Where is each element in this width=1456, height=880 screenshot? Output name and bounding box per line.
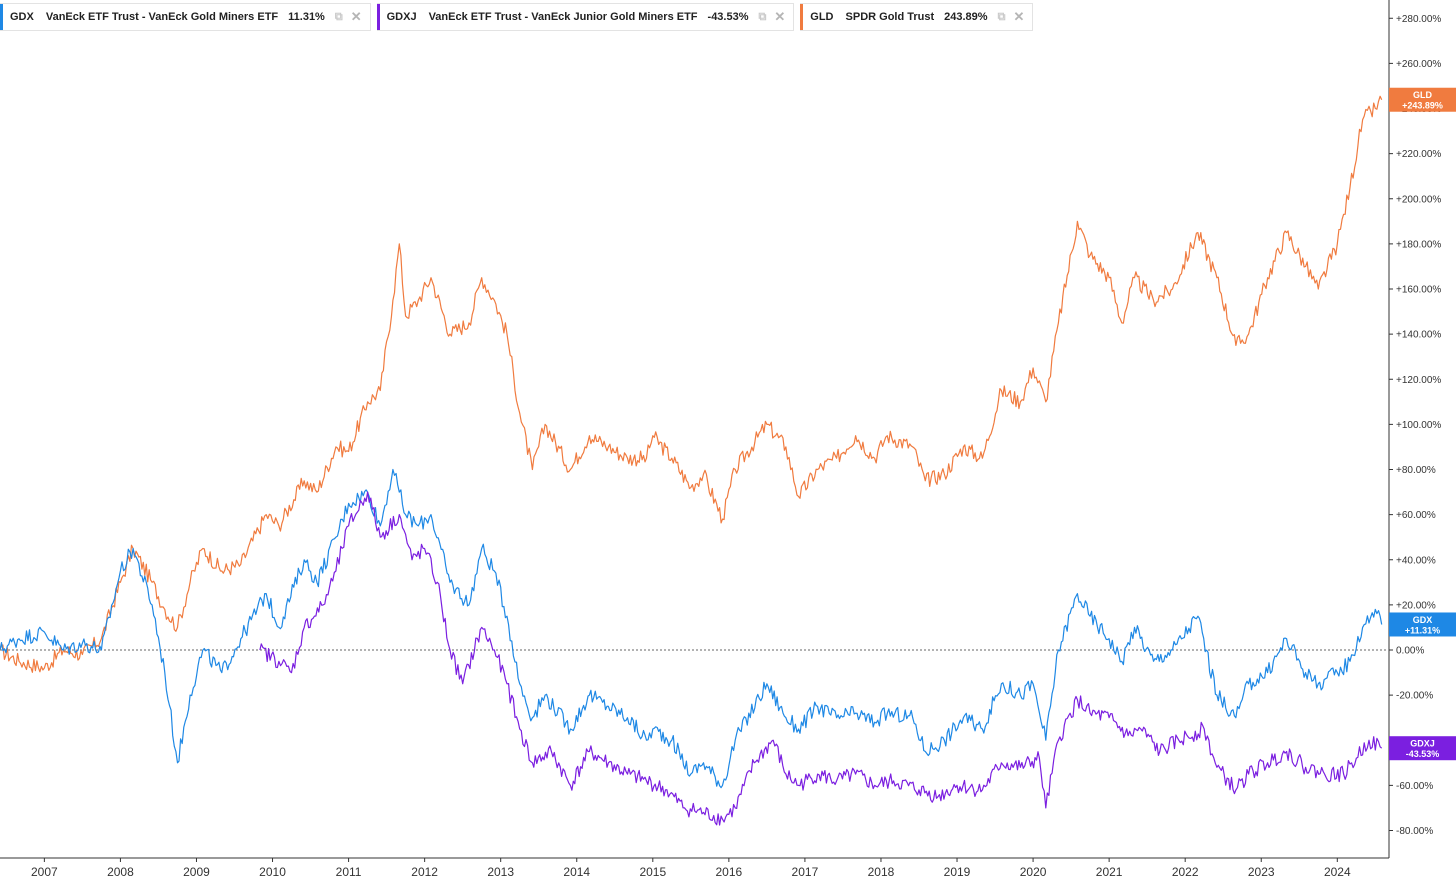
legend-name: VanEck ETF Trust - VanEck Junior Gold Mi…	[428, 11, 698, 23]
legend-name: VanEck ETF Trust - VanEck Gold Miners ET…	[45, 11, 279, 23]
y-tick-label: +160.00%	[1396, 285, 1441, 296]
x-tick-label: 2024	[1324, 865, 1351, 879]
end-label-value: +243.89%	[1402, 101, 1443, 111]
end-label-symbol: GLD	[1413, 90, 1432, 100]
legend-swatch	[800, 4, 804, 30]
y-tick-label: +140.00%	[1396, 330, 1441, 341]
settings-icon[interactable]: ⧉	[334, 10, 343, 23]
x-tick-label: 2021	[1096, 865, 1123, 879]
plot-area	[0, 95, 1388, 826]
y-tick-label: +120.00%	[1396, 375, 1441, 386]
end-label-symbol: GDX	[1413, 615, 1433, 625]
end-label-background	[1389, 736, 1456, 761]
legend-swatch	[376, 4, 380, 30]
x-tick-label: 2023	[1248, 865, 1275, 879]
y-tick-label: +180.00%	[1396, 239, 1441, 250]
x-tick-label: 2017	[792, 865, 819, 879]
y-tick-label: +60.00%	[1396, 510, 1436, 521]
x-tick-label: 2020	[1020, 865, 1047, 879]
x-tick-label: 2015	[639, 865, 666, 879]
y-tick-label: -60.00%	[1396, 781, 1433, 792]
close-icon[interactable]: ✕	[774, 9, 786, 24]
y-tick-label: +200.00%	[1396, 194, 1441, 205]
series-line-gdxj	[259, 491, 1383, 826]
end-label-value: +11.31%	[1405, 625, 1440, 635]
legend-item-gld[interactable]: GLD SPDR Gold Trust 243.89% ⧉ ✕	[800, 3, 1034, 31]
end-label-value: -43.53%	[1406, 749, 1440, 759]
legend-symbol: GLD	[810, 11, 834, 23]
x-tick-label: 2011	[336, 865, 362, 879]
legend-item-gdxj[interactable]: GDXJ VanEck ETF Trust - VanEck Junior Gol…	[376, 3, 795, 31]
y-tick-label: +220.00%	[1396, 149, 1441, 160]
y-tick-label: 0.00%	[1396, 646, 1424, 657]
y-tick-label: -20.00%	[1396, 691, 1433, 702]
series-line-gdx	[0, 468, 1383, 789]
chart-legend: GDX VanEck ETF Trust - VanEck Gold Miners…	[0, 3, 1034, 31]
y-axis: +280.00%+260.00%+240.00%+220.00%+200.00%…	[1388, 0, 1441, 858]
legend-symbol: GDXJ	[386, 11, 417, 23]
close-icon[interactable]: ✕	[350, 9, 362, 24]
series-end-labels: GLD+243.89% GDX+11.31% GDXJ-43.53%	[1389, 87, 1456, 761]
end-label-symbol: GDXJ	[1410, 739, 1435, 749]
y-tick-label: +260.00%	[1396, 59, 1441, 70]
x-tick-label: 2014	[563, 865, 590, 879]
legend-change: 11.31%	[288, 11, 325, 23]
x-tick-label: 2008	[107, 865, 134, 879]
x-tick-label: 2018	[868, 865, 895, 879]
y-tick-label: -80.00%	[1396, 826, 1433, 837]
legend-swatch	[0, 4, 3, 30]
y-tick-label: +40.00%	[1396, 555, 1436, 566]
x-axis: 2007 2008 2009 2010 2011 2012 2013 2014 2015 2016…	[0, 857, 1389, 879]
end-label-background	[1389, 612, 1456, 637]
y-tick-label: +20.00%	[1396, 600, 1436, 611]
y-tick-label: +80.00%	[1396, 465, 1436, 476]
y-tick-label: +100.00%	[1396, 420, 1441, 431]
legend-item-gdx[interactable]: GDX VanEck ETF Trust - VanEck Gold Miners…	[0, 3, 371, 31]
series-line-gld	[0, 95, 1383, 673]
x-tick-label: 2013	[487, 865, 514, 879]
close-icon[interactable]: ✕	[1013, 9, 1025, 24]
x-tick-label: 2019	[944, 865, 971, 879]
end-label-gdxj: GDXJ-43.53%	[1389, 736, 1456, 761]
x-tick-label: 2009	[183, 865, 210, 879]
x-tick-label: 2010	[259, 865, 286, 879]
legend-symbol: GDX	[10, 11, 34, 23]
y-tick-label: +280.00%	[1396, 14, 1441, 25]
end-label-background	[1389, 87, 1456, 112]
x-tick-label: 2022	[1172, 865, 1199, 879]
settings-icon[interactable]: ⧉	[997, 10, 1006, 23]
x-tick-label: 2016	[716, 865, 743, 879]
end-label-gld: GLD+243.89%	[1389, 87, 1456, 112]
end-label-gdx: GDX+11.31%	[1389, 612, 1456, 637]
settings-icon[interactable]: ⧉	[758, 10, 767, 23]
x-tick-label: 2007	[31, 865, 58, 879]
legend-change: 243.89%	[944, 11, 988, 23]
legend-change: -43.53%	[707, 11, 749, 23]
legend-name: SPDR Gold Trust	[845, 11, 935, 23]
x-tick-label: 2012	[411, 865, 438, 879]
